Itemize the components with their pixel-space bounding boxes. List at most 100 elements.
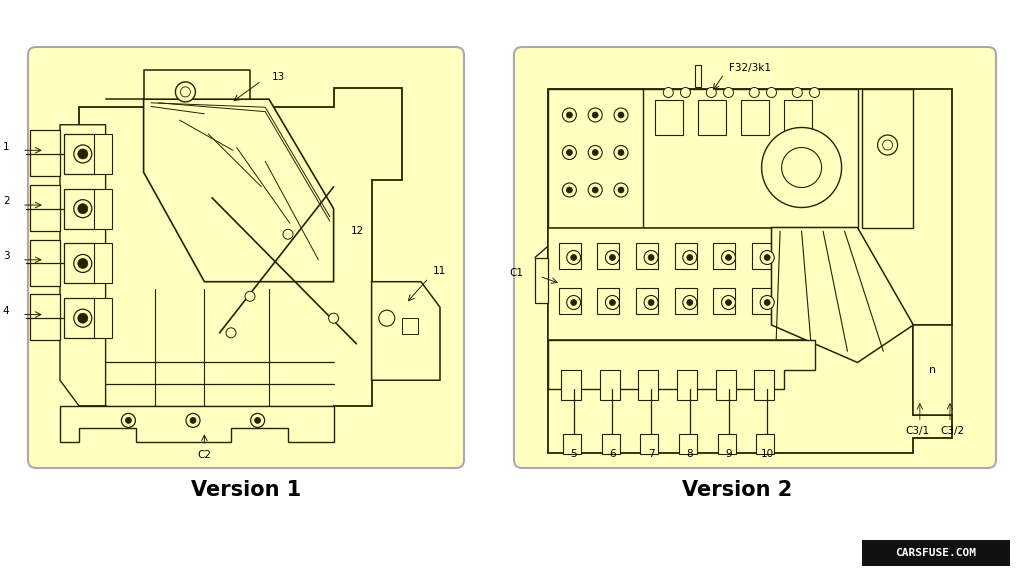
Bar: [714, 287, 735, 313]
Circle shape: [226, 328, 236, 338]
Text: Version 2: Version 2: [682, 480, 793, 500]
Circle shape: [725, 300, 731, 305]
Circle shape: [379, 310, 395, 326]
Circle shape: [609, 300, 615, 305]
Bar: [94, 188, 113, 229]
Text: 11: 11: [432, 266, 445, 276]
Text: 7: 7: [648, 449, 654, 458]
Text: 9: 9: [725, 449, 732, 458]
Bar: [63, 188, 96, 229]
Circle shape: [722, 251, 735, 264]
Text: 10: 10: [761, 449, 774, 458]
Circle shape: [722, 295, 735, 309]
Circle shape: [566, 150, 572, 156]
Circle shape: [78, 149, 88, 159]
Text: C3/2: C3/2: [940, 426, 965, 436]
Circle shape: [648, 300, 654, 305]
Circle shape: [648, 255, 654, 260]
Bar: [741, 100, 769, 135]
Circle shape: [562, 146, 577, 160]
Text: 1: 1: [3, 142, 9, 151]
Circle shape: [618, 187, 624, 193]
Bar: [655, 100, 683, 135]
Circle shape: [255, 418, 260, 423]
Circle shape: [878, 135, 898, 155]
Circle shape: [186, 414, 200, 427]
Polygon shape: [548, 340, 814, 389]
Text: 6: 6: [609, 449, 615, 458]
Polygon shape: [548, 228, 814, 340]
Circle shape: [592, 187, 598, 193]
Circle shape: [570, 300, 577, 305]
Circle shape: [592, 112, 598, 118]
Bar: [718, 434, 736, 454]
Bar: [30, 240, 59, 286]
Bar: [63, 134, 96, 174]
Circle shape: [609, 255, 615, 260]
Text: C1: C1: [509, 267, 523, 278]
Bar: [94, 298, 113, 338]
Circle shape: [251, 414, 264, 427]
Circle shape: [562, 108, 577, 122]
Circle shape: [566, 251, 581, 264]
Text: C2: C2: [198, 450, 211, 460]
Circle shape: [588, 183, 602, 197]
Text: 2: 2: [3, 196, 9, 206]
Bar: [599, 370, 620, 400]
Circle shape: [592, 150, 598, 156]
Circle shape: [760, 295, 774, 309]
Bar: [30, 130, 59, 176]
Bar: [640, 434, 658, 454]
Polygon shape: [548, 89, 857, 228]
Bar: [559, 287, 581, 313]
Circle shape: [74, 309, 92, 327]
Bar: [602, 434, 620, 454]
Polygon shape: [79, 88, 402, 428]
Bar: [563, 434, 581, 454]
Polygon shape: [862, 89, 913, 228]
Bar: [714, 242, 735, 268]
Text: 13: 13: [271, 73, 285, 82]
FancyBboxPatch shape: [28, 47, 464, 468]
Bar: [561, 370, 581, 400]
Circle shape: [566, 112, 572, 118]
Text: 3: 3: [3, 251, 9, 261]
Circle shape: [180, 87, 190, 97]
Circle shape: [750, 88, 760, 97]
Circle shape: [614, 108, 628, 122]
Bar: [30, 185, 59, 231]
Circle shape: [175, 82, 196, 102]
Circle shape: [125, 418, 131, 423]
Polygon shape: [548, 89, 952, 453]
Circle shape: [683, 251, 696, 264]
Text: 12: 12: [351, 226, 365, 236]
Bar: [63, 244, 96, 283]
Bar: [784, 100, 812, 135]
Circle shape: [764, 300, 770, 305]
Circle shape: [725, 255, 731, 260]
Circle shape: [614, 183, 628, 197]
Circle shape: [883, 140, 893, 150]
Bar: [755, 370, 774, 400]
Circle shape: [190, 418, 196, 423]
Bar: [559, 242, 581, 268]
Circle shape: [614, 146, 628, 160]
Bar: [695, 65, 701, 87]
Bar: [94, 244, 113, 283]
Text: 4: 4: [3, 306, 9, 316]
Circle shape: [664, 88, 674, 97]
Polygon shape: [771, 228, 913, 362]
FancyBboxPatch shape: [862, 540, 1010, 566]
Circle shape: [683, 295, 696, 309]
Text: Version 1: Version 1: [190, 480, 301, 500]
Circle shape: [562, 183, 577, 197]
Bar: [401, 317, 418, 334]
Circle shape: [681, 88, 690, 97]
Text: n: n: [929, 365, 936, 375]
Circle shape: [283, 229, 293, 239]
Circle shape: [329, 313, 339, 323]
Circle shape: [618, 112, 624, 118]
Circle shape: [618, 150, 624, 156]
Circle shape: [74, 200, 92, 218]
Circle shape: [644, 295, 658, 309]
